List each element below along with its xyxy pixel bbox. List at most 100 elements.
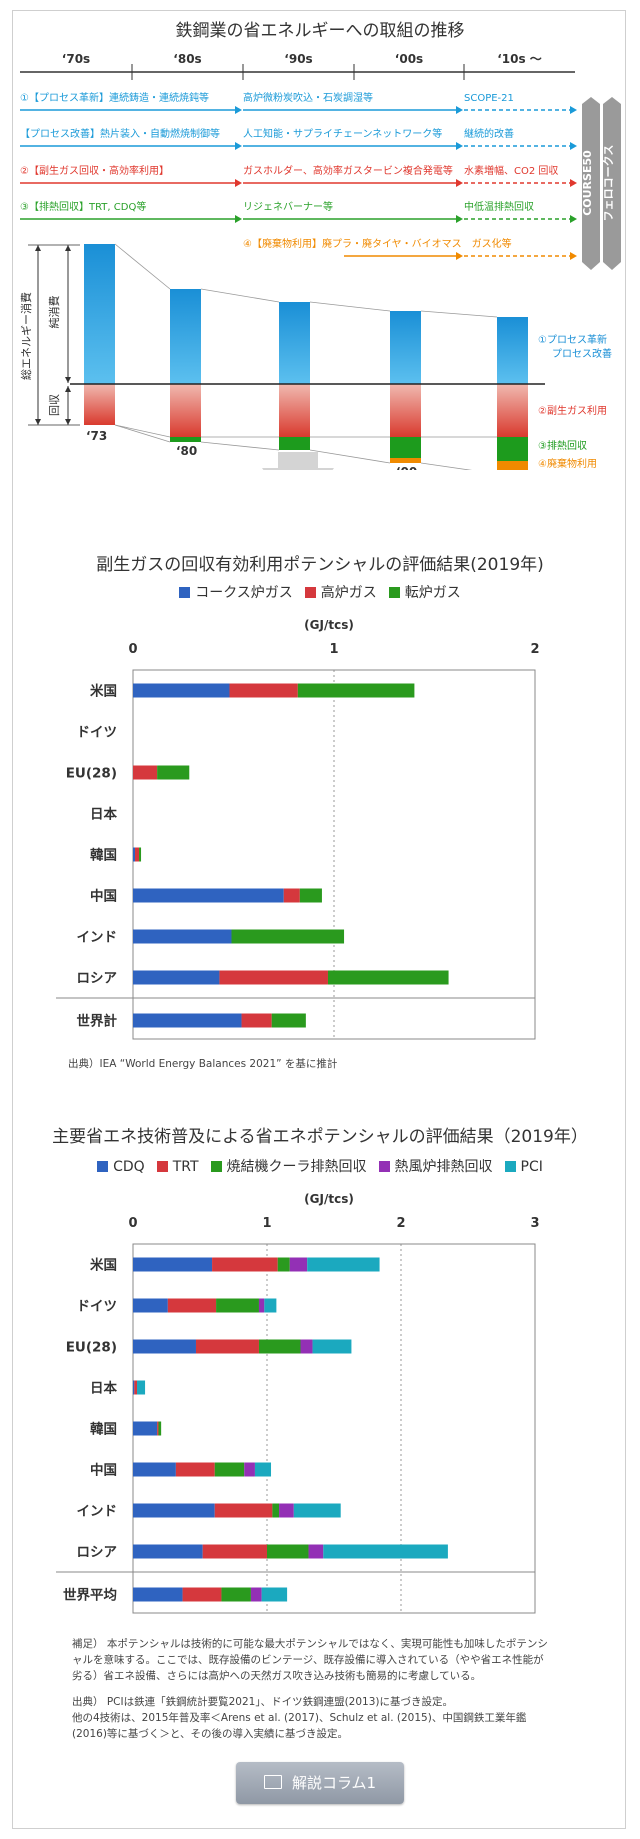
legend-label: CDQ (113, 1159, 145, 1175)
bar-segment (134, 1380, 138, 1395)
year-label: ‘00 (396, 465, 417, 470)
bar-segment (133, 970, 220, 985)
ferro-coke-label: フェロコークス (602, 145, 615, 222)
category-label: 韓国 (90, 847, 117, 864)
x-tick-label: 2 (530, 642, 539, 657)
timeline-row: ①【プロセス革新】連続鋳造・連続焼鈍等 高炉微粉炭吹込・石炭調湿等 SCOPE-21 (20, 91, 577, 114)
timeline-row: ②【副生ガス回収・高効率利用】 ガスホルダー、高効率ガスタービン複合発電等 水素増幅… (20, 164, 577, 187)
bar-segment (219, 970, 328, 985)
bar-segment (221, 1587, 251, 1602)
bar-segment (264, 1298, 277, 1313)
bar-segment (308, 1544, 324, 1559)
decade-label: ‘70s (62, 52, 90, 66)
window-icon (263, 1775, 282, 1789)
legend-label: 焼結機クーラ排熱回収 (226, 1159, 367, 1175)
category-label: 日本 (90, 1380, 117, 1397)
heat-recovery-bar (390, 437, 421, 458)
waste-use-bar (497, 461, 528, 470)
timeline-label: ④【廃棄物利用】廃プラ・廃タイヤ・バイオマス ガス化等 (243, 237, 512, 250)
legend-swatch (210, 1161, 222, 1172)
legend-label: 転炉ガス (404, 585, 461, 601)
category-label: 米国 (90, 683, 117, 700)
category-label: インド (77, 1504, 118, 1520)
bar-segment (137, 1380, 146, 1395)
bar-segment (267, 1544, 309, 1559)
timeline-label: 継続的改善 (464, 127, 514, 140)
course50-banner: COURSE50 (581, 97, 600, 270)
timeline-label: ②【副生ガス回収・高効率利用】 (20, 164, 169, 177)
note-line: 補足） 本ポテンシャルは技術的に可能な最大ポテンシャルではなく、実現可能性も加味… (72, 1638, 548, 1650)
timeline-label: SCOPE-21 (464, 93, 514, 104)
note-line: 劣る）省エネ設備、さらには高炉への天然ガス吹き込み技術も簡易的に考慮している。 (72, 1670, 482, 1682)
source-line: 他の4技術は、2015年普及率＜Arens et al. (2017)、Schu… (72, 1712, 527, 1724)
timeline-row: ③【排熱回収】TRT, CDQ等 リジェネバーナー等 中低温排熱回収 (20, 200, 577, 223)
legend-label: 熱風炉排熱回収 (394, 1159, 493, 1175)
bar-segment (271, 1013, 306, 1028)
decade-label: ‘00s (395, 52, 423, 66)
bar-segment (133, 765, 158, 780)
x-unit-label: (GJ/tcs) (304, 1192, 354, 1206)
legend-swatch (179, 587, 191, 598)
legend-swatch (388, 587, 400, 598)
bar-segment (133, 1462, 176, 1477)
timeline-row: ④【廃棄物利用】廃プラ・廃タイヤ・バイオマス ガス化等 (243, 237, 577, 260)
heat-recovery-bar (170, 437, 201, 442)
arrow-head-icon (570, 106, 577, 114)
heat-recovery-bar (279, 437, 310, 450)
legend-label: PCI (520, 1159, 543, 1175)
chart1-title: 副生ガスの回収有効利用ポテンシャルの評価結果(2019年) (96, 555, 544, 575)
x-tick-label: 1 (329, 642, 338, 657)
bar-segment (327, 970, 449, 985)
bar-segment (133, 929, 232, 944)
timeline-row: 【プロセス改善】熱片装入・自動燃焼制御等 人工知能・サプライチェーンネットワーク等… (20, 127, 577, 150)
arrow-head-icon (456, 252, 463, 260)
arrow-head-icon (235, 106, 242, 114)
bar-segment (133, 1257, 213, 1272)
decade-label: ‘80s (173, 52, 201, 66)
bar-segment (135, 847, 140, 862)
arrow-head-icon (65, 419, 71, 425)
timeline-label: 水素増幅、CO2 回収 (464, 164, 558, 177)
bar-segment (300, 1339, 313, 1354)
category-label: ドイツ (77, 1299, 118, 1315)
category-label: インド (77, 930, 118, 946)
bar-segment (202, 1544, 267, 1559)
trend-line (114, 424, 171, 438)
bar-segment (244, 1462, 255, 1477)
bar-segment (216, 1298, 259, 1313)
timeline-diagram: ‘70s ‘80s ‘90s ‘00s ‘10s ～ ①【プロセス革新】連続鋳造・連続焼… (19, 52, 621, 470)
trend-line (420, 462, 473, 470)
arrow-head-icon (456, 142, 463, 150)
category-label: 世界平均 (63, 1587, 117, 1604)
arrow-head-icon (570, 215, 577, 223)
arrow-head-icon (235, 215, 242, 223)
bar-segment (133, 888, 284, 903)
arrow-head-icon (456, 179, 463, 187)
bar-segment (289, 1257, 308, 1272)
bar-segment (231, 929, 345, 944)
waste-use-bar (390, 458, 421, 463)
bar-segment (175, 1462, 215, 1477)
column-button[interactable]: 解説コラム1 (236, 1762, 404, 1804)
category-label: ドイツ (77, 725, 118, 741)
decade-label: ‘10s ～ (497, 52, 542, 66)
bar-segment (293, 1503, 341, 1518)
arrow-head-icon (235, 142, 242, 150)
bar-segment (323, 1544, 448, 1559)
bar-segment (157, 1421, 159, 1436)
bar-segment (133, 1013, 242, 1028)
energy-legend-label: ④廃棄物利用 (538, 457, 597, 470)
timeline-label: ③【排熱回収】TRT, CDQ等 (20, 200, 146, 213)
total-consumption-label: 総エネルギー消費 (19, 292, 33, 380)
arrow-head-icon (65, 377, 71, 383)
recovery-label: 回収 (48, 394, 61, 416)
arrow-head-icon (456, 215, 463, 223)
category-label: 中国 (90, 888, 117, 905)
bar-segment (133, 1503, 215, 1518)
chart2-legend: CDQ TRT 焼結機クーラ排熱回収 熱風炉排熱回収 PCI (0, 1156, 640, 1176)
legend-item: 焼結機クーラ排熱回収 (210, 1156, 367, 1176)
bar-segment (214, 1462, 245, 1477)
timeline-label: リジェネバーナー等 (243, 200, 333, 213)
